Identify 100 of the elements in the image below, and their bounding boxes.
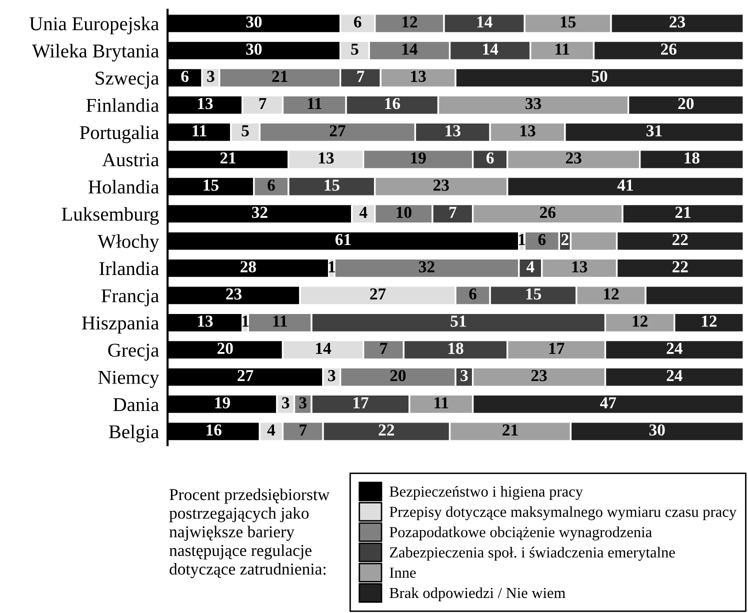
data-label: 7 (300, 424, 307, 436)
data-label: 20 (390, 370, 406, 382)
data-label: 14 (402, 44, 418, 55)
data-label: 14 (477, 16, 492, 28)
y-tick-label: Irlandia (99, 261, 159, 276)
data-label: 6 (469, 288, 476, 300)
legend-label: Zabezpieczenia społ. i świadczenia emerytalne (390, 546, 675, 561)
data-label: 15 (324, 180, 340, 191)
legend-title: Procent przedsiębiorstw postrzegających jako największe bariery następujące regulacje dotyczące zatrudnienia: (169, 488, 330, 578)
data-label: 14 (316, 342, 332, 354)
data-label: 12 (402, 16, 418, 28)
data-label: 22 (672, 234, 688, 246)
data-label: 19 (215, 397, 230, 408)
legend-label: Pozapodatkowe obciążenie wynagrodzenia (390, 526, 652, 540)
data-label: 26 (540, 206, 556, 218)
data-label: 12 (632, 316, 648, 327)
data-label: 31 (646, 125, 662, 136)
data-label: 4 (359, 206, 368, 218)
y-tick-label: Unia Europejska (29, 16, 159, 34)
data-label: 13 (198, 98, 213, 110)
data-label: 61 (335, 234, 351, 246)
data-label: 3 (282, 397, 290, 408)
data-label: 23 (531, 370, 547, 382)
data-label: 2 (562, 234, 568, 246)
data-label: 6 (268, 180, 275, 191)
data-label: 28 (240, 261, 256, 272)
data-label: 11 (434, 397, 448, 408)
data-label: 13 (572, 261, 588, 272)
data-label: 32 (419, 261, 434, 272)
data-label: 27 (238, 370, 254, 382)
data-label: 13 (520, 125, 536, 136)
data-label: 51 (450, 316, 466, 327)
data-label: 12 (604, 288, 619, 300)
data-label: 3 (207, 70, 214, 82)
data-label: 5 (242, 125, 249, 136)
data-label: 7 (449, 206, 456, 218)
data-label: 11 (192, 125, 206, 136)
data-label: 17 (549, 342, 564, 354)
data-label: 1 (242, 316, 249, 327)
data-label: 21 (272, 70, 288, 82)
data-label: 30 (246, 16, 262, 28)
data-label: 1 (328, 261, 336, 272)
y-tick-label: Hiszpania (82, 316, 159, 334)
data-label: 6 (538, 234, 546, 246)
y-tick-label: Luksemburg (62, 207, 159, 225)
data-label: 33 (526, 98, 542, 110)
data-label: 15 (204, 180, 218, 191)
data-label: 13 (198, 316, 213, 327)
data-label: 3 (299, 397, 306, 408)
data-label: 21 (675, 206, 691, 218)
data-label: 7 (259, 98, 266, 110)
data-label: 5 (351, 44, 358, 55)
data-label: 15 (560, 16, 576, 28)
data-label: 13 (446, 125, 460, 136)
data-label: 13 (318, 152, 334, 164)
y-tick-label: Finlandia (86, 98, 159, 112)
data-label: 30 (649, 424, 665, 436)
data-label: 41 (617, 180, 633, 191)
data-label: 11 (273, 316, 287, 327)
legend-label: Bezpieczeństwo i higiena pracy (390, 486, 583, 500)
data-label: 12 (702, 316, 717, 327)
data-label: 18 (684, 152, 700, 164)
data-label: 27 (330, 125, 346, 136)
data-label: 22 (378, 424, 394, 436)
data-label: 23 (670, 16, 686, 28)
data-label: 14 (483, 44, 498, 55)
data-label: 47 (600, 397, 616, 408)
y-tick-label: Austria (102, 153, 159, 166)
data-label: 10 (396, 206, 412, 218)
data-label: 18 (448, 342, 464, 354)
data-label: 15 (526, 288, 542, 300)
y-tick-label: Włochy (98, 234, 160, 252)
data-label: 50 (592, 70, 608, 82)
data-label: 24 (666, 342, 682, 354)
data-label: 11 (556, 44, 570, 55)
data-label: 13 (411, 70, 426, 82)
data-label: 6 (486, 152, 494, 164)
data-label: 3 (460, 370, 468, 382)
data-label: 20 (678, 98, 694, 110)
legend-label: Inne (390, 568, 416, 578)
data-label: 3 (328, 370, 336, 382)
data-label: 23 (566, 152, 582, 164)
data-label: 6 (181, 70, 189, 82)
y-tick-label: Szwecja (96, 72, 159, 89)
y-tick-label: Grecja (108, 344, 159, 361)
data-label: 26 (661, 44, 676, 55)
data-label: 30 (246, 44, 262, 55)
data-label: 7 (357, 70, 364, 82)
data-label: 4 (267, 424, 276, 436)
data-label: 24 (666, 370, 682, 382)
data-label: 7 (380, 342, 388, 354)
data-label: 19 (411, 152, 426, 164)
data-label: 21 (502, 424, 518, 436)
data-label: 32 (252, 206, 268, 218)
data-label: 6 (354, 16, 362, 28)
data-label: 4 (526, 261, 534, 272)
data-label: 21 (220, 152, 236, 164)
legend-label: Brak odpowiedzi / Nie wiem (390, 587, 566, 602)
data-label: 16 (206, 424, 222, 436)
y-tick-label: Niemcy (98, 370, 160, 388)
